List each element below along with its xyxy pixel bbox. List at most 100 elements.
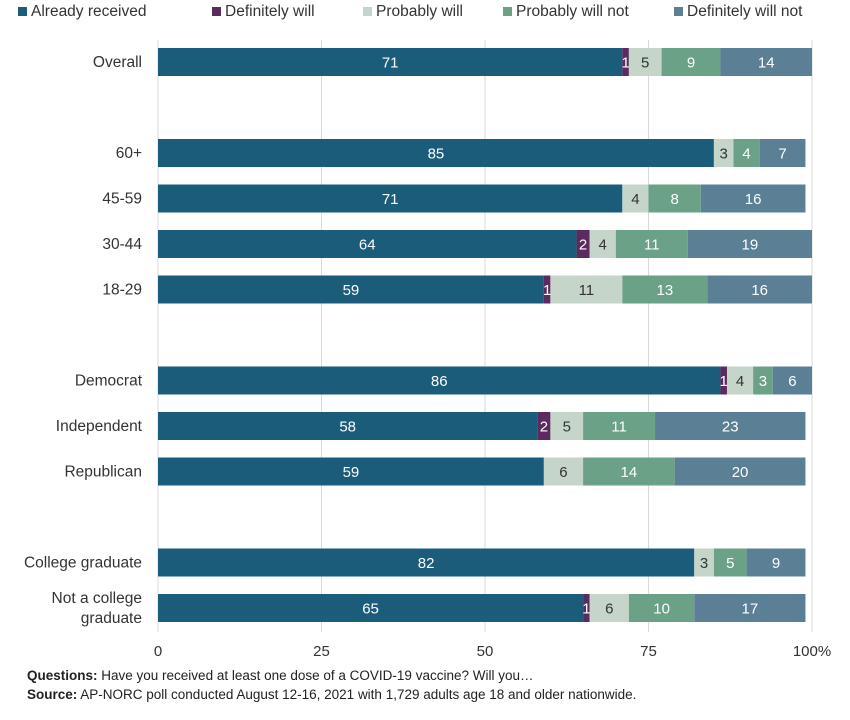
bar-segment [726,366,754,395]
data-label: 85 [428,146,445,163]
bar-segment [543,275,551,304]
legend-swatch [212,7,221,16]
bar-segment [550,275,623,304]
data-label: 1 [582,601,590,618]
data-label: 6 [788,373,796,390]
legend-label: Probably will not [516,3,630,20]
data-label: 3 [700,555,708,572]
bar-segment [661,48,721,76]
bar-segment [628,594,695,622]
data-label: 82 [418,555,435,572]
category-label-line: graduate [81,610,142,627]
bar-segment [576,230,590,258]
bar-segment [615,230,688,258]
data-label: 16 [751,282,768,299]
data-label: 2 [579,237,587,254]
bar-segment [759,139,806,167]
category-label: 30-44 [102,236,142,253]
bar-segment [622,48,629,76]
bar-segment [700,184,806,213]
bar-segment [753,366,773,395]
bar-segment [158,548,695,577]
legend-label: Definitely will not [687,3,803,20]
bar-segment [589,230,616,258]
legend-label: Definitely will [225,3,315,20]
legend-swatch [503,7,512,16]
bar-segment [537,412,551,440]
bar-segment [622,184,649,213]
data-label: 6 [559,464,567,481]
data-label: 4 [631,191,639,208]
data-label: 20 [732,464,749,481]
bar-segment [583,594,590,622]
data-label: 8 [670,191,678,208]
category-label: Overall [93,54,142,71]
category-label: Republican [64,464,142,481]
category-label: 18-29 [102,282,142,299]
data-label: 3 [720,146,728,163]
data-label: 59 [343,282,360,299]
data-label: 11 [611,419,627,436]
data-label: 10 [653,601,670,618]
data-label: 64 [359,237,376,254]
bar-segment [772,366,812,395]
data-label: 1 [720,373,728,390]
bar-segment [720,48,812,76]
legend-swatch [363,7,372,16]
bar-segment [713,139,734,167]
data-label: 5 [563,419,571,436]
data-label: 71 [382,191,399,208]
x-tick-label: 0 [154,643,162,660]
category-label: 60+ [116,145,142,162]
bar-segment [158,184,623,213]
bar-segment [583,457,675,486]
source-note: Source: AP-NORC poll conducted August 12… [27,685,636,704]
bar-segment [583,412,656,440]
x-tick-label: 50 [477,643,494,660]
bar-segment [589,594,629,622]
category-label: 45-59 [102,191,142,208]
data-label: 1 [621,55,629,72]
bar-segment [694,548,714,577]
category-label: College graduate [24,555,142,572]
data-label: 59 [343,464,360,481]
questions-note: Questions: Have you received at least on… [27,666,636,685]
chart-notes: Questions: Have you received at least on… [27,666,636,704]
bar-segment [158,48,623,76]
bar-segment [674,457,806,486]
bar-segment [158,230,577,258]
data-label: 14 [758,55,775,72]
category-label: Democrat [75,373,143,390]
data-label: 14 [621,464,638,481]
data-label: 9 [687,55,695,72]
data-label: 5 [726,555,734,572]
x-tick-label: 100% [793,643,831,660]
questions-label: Questions: [27,668,98,683]
legend-swatch [674,7,683,16]
category-label-line: Not a college [52,590,142,607]
data-label: 6 [605,601,613,618]
bar-segment [713,548,747,577]
bar-segment [158,139,714,167]
bar-segment [622,275,708,304]
data-label: 65 [362,601,379,618]
bar-segment [158,457,544,486]
data-label: 86 [431,373,448,390]
bar-segment [655,412,806,440]
data-label: 4 [736,373,744,390]
x-tick-label: 75 [640,643,657,660]
bar-segment [648,184,701,213]
bar-segment [707,275,812,304]
data-label: 19 [742,237,759,254]
bar-segment [687,230,812,258]
bar-segment [543,457,584,486]
data-label: 5 [641,55,649,72]
bar-segment [550,412,584,440]
data-label: 2 [540,419,548,436]
bar-segment [720,366,727,395]
data-label: 7 [778,146,786,163]
bar-segment [733,139,760,167]
bar-segment [694,594,806,622]
data-label: 13 [657,282,674,299]
data-label: 1 [543,282,551,299]
